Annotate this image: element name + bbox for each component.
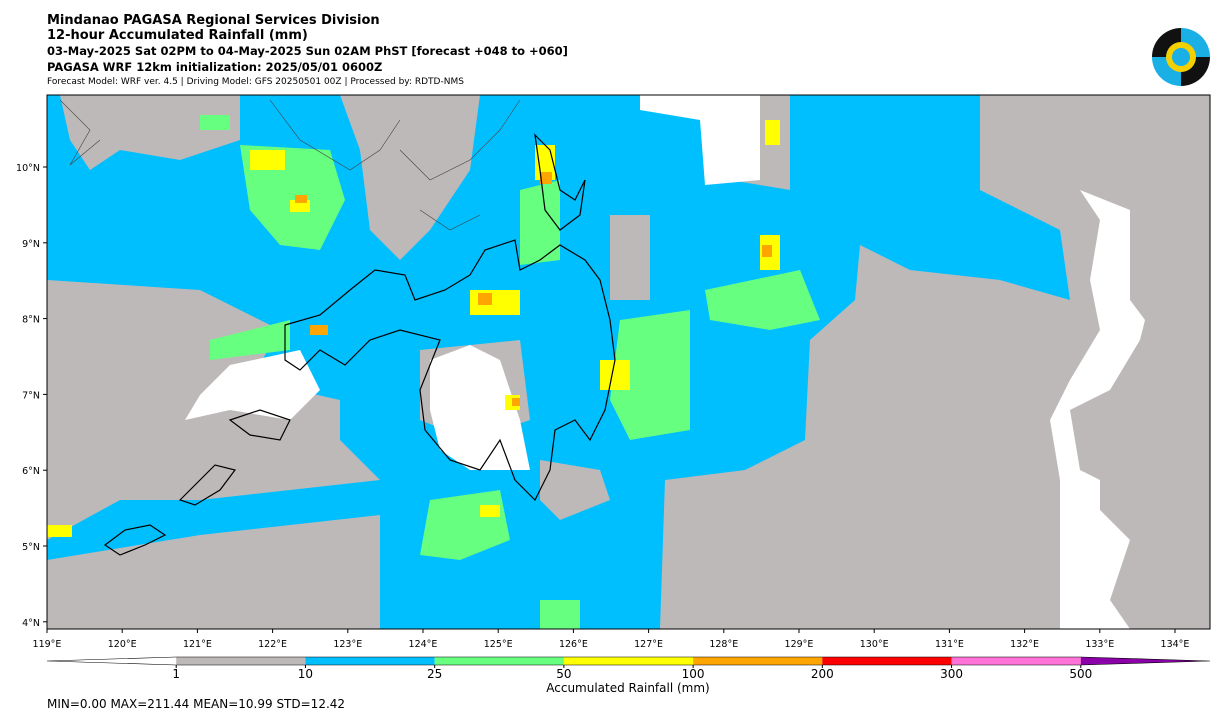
colorbar-segment: [305, 657, 435, 665]
lon-tick-label: 126°E: [559, 639, 588, 650]
initialization: PAGASA WRF 12km initialization: 2025/05/…: [47, 60, 382, 74]
lon-tick-label: 129°E: [785, 639, 814, 650]
colorbar-label: Accumulated Rainfall (mm): [546, 681, 709, 695]
lon-tick-label: 125°E: [484, 639, 513, 650]
lon-tick-label: 121°E: [183, 639, 212, 650]
lat-tick-label: 4°N: [22, 618, 40, 629]
lat-tick-label: 8°N: [22, 315, 40, 326]
period: 03-May-2025 Sat 02PM to 04-May-2025 Sun …: [47, 44, 568, 58]
lat-tick-label: 5°N: [22, 542, 40, 553]
colorbar-segment: [563, 657, 694, 665]
lon-tick-label: 133°E: [1085, 639, 1114, 650]
logo: [1152, 28, 1210, 86]
very-heavy-rain-spots: [295, 172, 772, 406]
colorbar-tick-label: 50: [556, 667, 571, 681]
lon-tick-label: 119°E: [33, 639, 62, 650]
lon-tick-label: 134°E: [1161, 639, 1190, 650]
colorbar-segment: [822, 657, 952, 665]
colorbar-tick-label: 10: [298, 667, 313, 681]
lon-tick-label: 127°E: [634, 639, 663, 650]
lon-tick-label: 128°E: [709, 639, 738, 650]
colorbar-segment: [47, 657, 177, 665]
colorbar-segment: [176, 657, 306, 665]
colorbar-tick-label: 25: [427, 667, 442, 681]
colorbar-segment: [1080, 657, 1210, 665]
statistics: MIN=0.00 MAX=211.44 MEAN=10.99 STD=12.42: [47, 697, 345, 711]
colorbar-segment: [434, 657, 564, 665]
lon-tick-label: 132°E: [1010, 639, 1039, 650]
division-title: Mindanao PAGASA Regional Services Divisi…: [47, 13, 380, 28]
colorbar-tick-label: 1: [172, 667, 180, 681]
lon-tick-label: 130°E: [860, 639, 889, 650]
lon-tick-label: 123°E: [333, 639, 362, 650]
lat-tick-label: 10°N: [16, 163, 40, 174]
lon-tick-label: 124°E: [409, 639, 438, 650]
coastlines: [103, 133, 616, 556]
map-frame: [46, 94, 1211, 630]
lat-tick-label: 7°N: [22, 390, 40, 401]
no-rain-areas: [185, 95, 1145, 629]
colorbar-tick-label: 300: [940, 667, 963, 681]
lat-tick-label: 6°N: [22, 466, 40, 477]
lon-tick-label: 131°E: [935, 639, 964, 650]
colorbar-segment: [951, 657, 1081, 665]
model-info: Forecast Model: WRF ver. 4.5 | Driving M…: [47, 77, 464, 87]
main-title: 12-hour Accumulated Rainfall (mm): [47, 28, 308, 43]
colorbar-segment: [693, 657, 823, 665]
colorbar-tick-label: 500: [1069, 667, 1092, 681]
colorbar-tick-label: 200: [811, 667, 834, 681]
colorbar: 1 10 25 50 100 200 300 500: [46, 656, 1211, 681]
moderate-rain-areas: [200, 115, 820, 629]
colorbar-tick-label: 100: [682, 667, 705, 681]
northern-coastlines: [59, 99, 521, 231]
rainfall-map: [46, 94, 1211, 630]
lon-tick-label: 120°E: [108, 639, 137, 650]
lon-tick-label: 122°E: [258, 639, 287, 650]
lat-tick-label: 9°N: [22, 239, 40, 250]
